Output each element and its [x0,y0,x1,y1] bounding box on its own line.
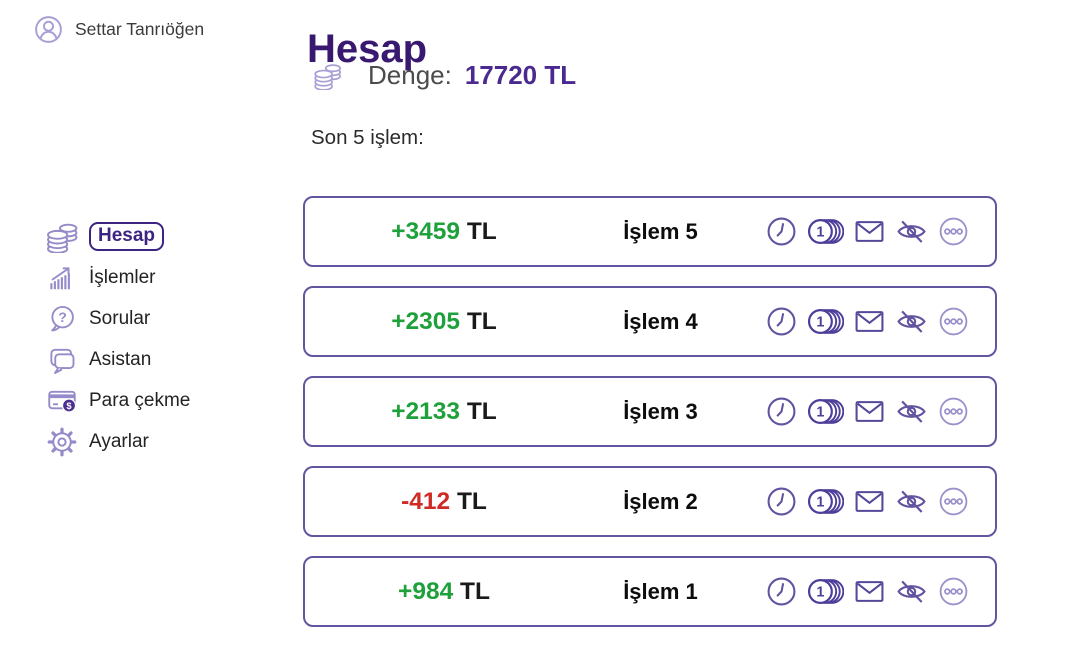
balance-row: Denge: 17720 TL [313,60,576,91]
transaction-actions [765,575,995,608]
eye-off-icon[interactable] [895,215,928,248]
transaction-currency: TL [467,218,497,245]
person-icon [33,14,64,45]
transaction-label: İşlem 1 [583,579,738,605]
transaction-row: -412 TL İşlem 2 [303,466,997,537]
sidebar-item-label: Para çekme [89,390,190,412]
user-name: Settar Tanrıöğen [75,19,204,40]
transaction-row: +2133 TL İşlem 3 [303,376,997,447]
transaction-amount: +2305 [391,308,460,335]
transaction-currency: TL [467,308,497,335]
sidebar-item-label: Asistan [89,349,151,371]
sidebar-item-label: Ayarlar [89,431,149,453]
mail-icon[interactable] [853,575,886,608]
more-options-icon[interactable] [937,485,970,518]
transaction-label: İşlem 5 [583,219,738,245]
clock-icon[interactable] [765,485,798,518]
transaction-currency: TL [460,578,490,605]
mail-icon[interactable] [853,215,886,248]
coin-1-icon[interactable] [807,395,844,428]
transaction-list: +3459 TL İşlem 5 +2305 TL İşlem 4 [303,196,997,646]
transaction-row: +3459 TL İşlem 5 [303,196,997,267]
coin-1-icon[interactable] [807,305,844,338]
coin-1-icon[interactable] [807,485,844,518]
transaction-amount-cell: +2305 TL [305,308,583,336]
coin-1-icon[interactable] [807,575,844,608]
sidebar-item-label: Sorular [89,308,150,330]
transaction-amount-cell: +984 TL [305,578,583,606]
mail-icon[interactable] [853,305,886,338]
transaction-actions [765,215,995,248]
sidebar-item-label-selected: Hesap [89,222,164,251]
eye-off-icon[interactable] [895,305,928,338]
eye-off-icon[interactable] [895,485,928,518]
more-options-icon[interactable] [937,305,970,338]
more-options-icon[interactable] [937,395,970,428]
coin-1-icon[interactable] [807,215,844,248]
question-bubble-icon [47,304,77,334]
eye-off-icon[interactable] [895,395,928,428]
transaction-label: İşlem 4 [583,309,738,335]
sidebar-item-sorular[interactable]: Sorular [44,298,190,339]
transaction-actions [765,395,995,428]
sidebar-item-asistan[interactable]: Asistan [44,339,190,380]
coins-icon [44,220,80,253]
coins-icon [313,61,342,90]
balance-label: Denge: [368,60,452,91]
transaction-amount: +3459 [391,218,460,245]
chat-bubbles-icon [47,345,77,375]
sidebar: Hesap İşlemler Sorular Asistan Para çekm… [44,216,190,462]
sidebar-item-ayarlar[interactable]: Ayarlar [44,421,190,462]
mail-icon[interactable] [853,395,886,428]
credit-card-icon [47,386,77,416]
transaction-amount-cell: +3459 TL [305,218,583,246]
bar-chart-icon [47,263,77,293]
clock-icon[interactable] [765,575,798,608]
more-options-icon[interactable] [937,215,970,248]
transaction-actions [765,305,995,338]
transaction-amount: +2133 [391,398,460,425]
transaction-amount-cell: -412 TL [305,488,583,516]
sidebar-item-para-cekme[interactable]: Para çekme [44,380,190,421]
account-page: Settar Tanrıöğen Hesap İşlemler Sorular … [0,0,1080,650]
eye-off-icon[interactable] [895,575,928,608]
clock-icon[interactable] [765,395,798,428]
transaction-row: +2305 TL İşlem 4 [303,286,997,357]
sidebar-item-islemler[interactable]: İşlemler [44,257,190,298]
transaction-row: +984 TL İşlem 1 [303,556,997,627]
transaction-actions [765,485,995,518]
transaction-currency: TL [467,398,497,425]
balance-value: 17720 TL [465,60,576,91]
transactions-heading: Son 5 işlem: [311,126,424,150]
transaction-amount-cell: +2133 TL [305,398,583,426]
clock-icon[interactable] [765,305,798,338]
sidebar-item-label: İşlemler [89,267,156,289]
transaction-amount: +984 [398,578,453,605]
gear-icon [47,427,77,457]
more-options-icon[interactable] [937,575,970,608]
clock-icon[interactable] [765,215,798,248]
mail-icon[interactable] [853,485,886,518]
sidebar-item-hesap[interactable]: Hesap [44,216,190,257]
transaction-label: İşlem 2 [583,489,738,515]
user-profile[interactable]: Settar Tanrıöğen [33,14,204,45]
transaction-label: İşlem 3 [583,399,738,425]
transaction-amount: -412 [401,488,450,515]
transaction-currency: TL [457,488,487,515]
